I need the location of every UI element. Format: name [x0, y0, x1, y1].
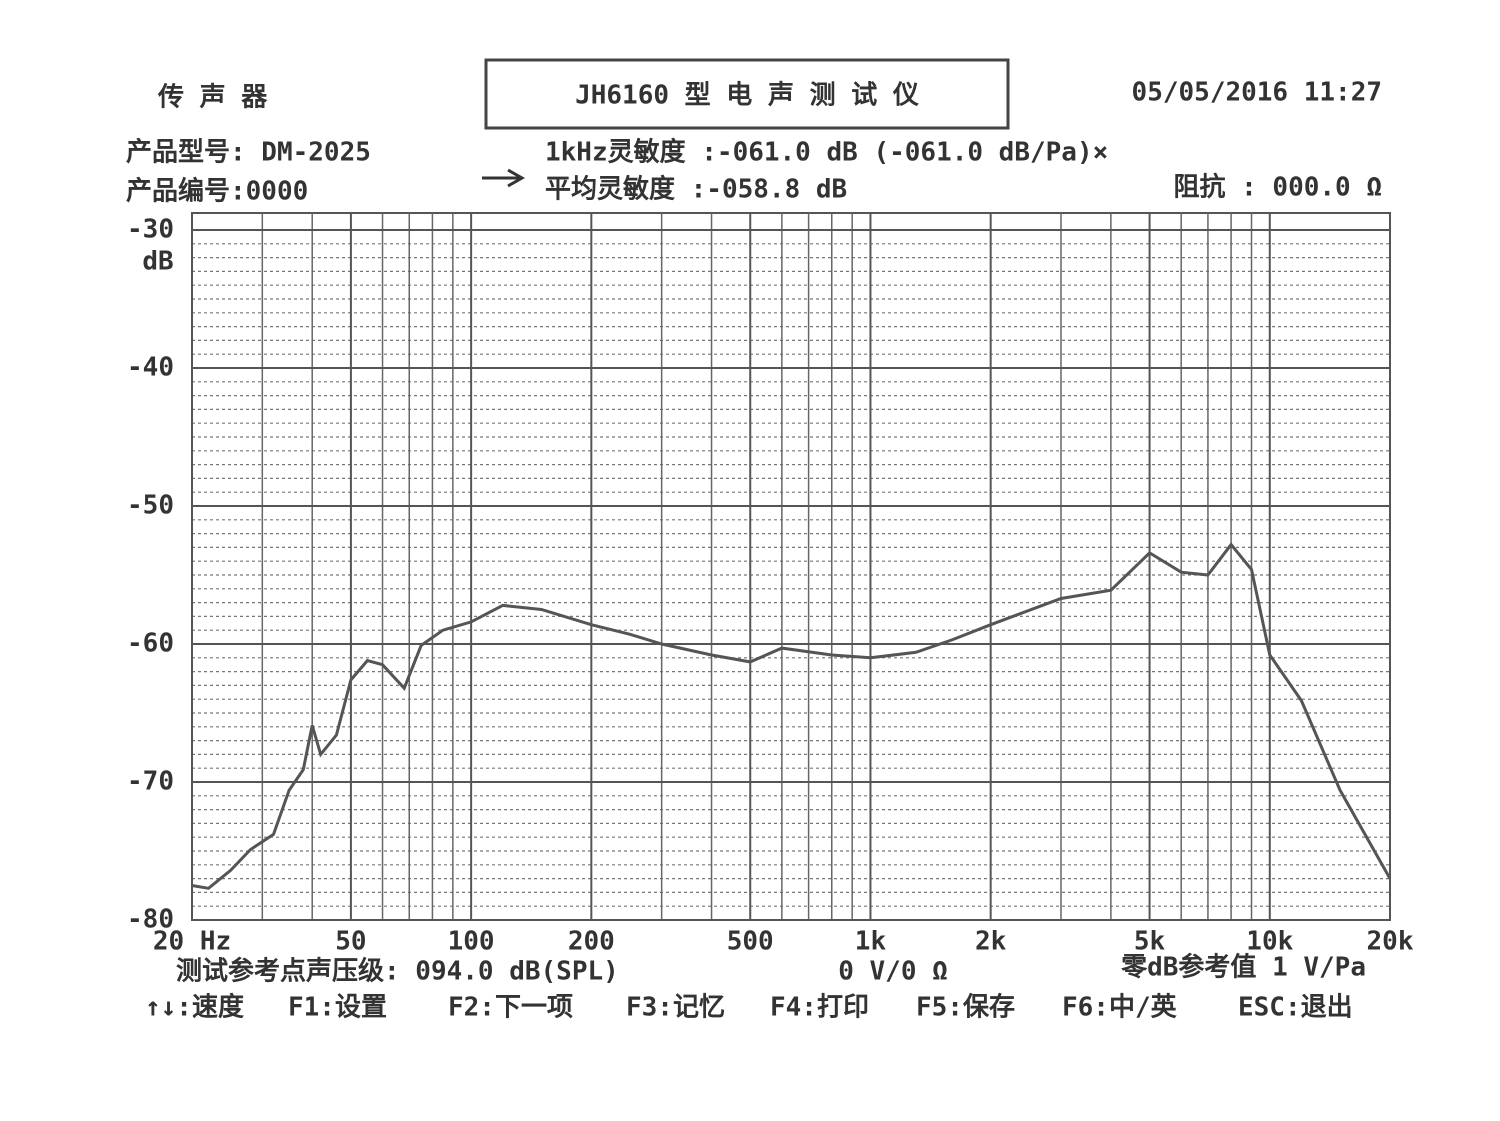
x-tick-label: 200 — [568, 927, 615, 957]
plot-frame — [191, 212, 1391, 921]
y-tick-label: -50 — [127, 491, 174, 521]
x-tick-label: 5k — [1134, 927, 1166, 957]
function-key: ESC:退出 — [1238, 993, 1353, 1023]
y-tick-label: -80 — [127, 905, 174, 935]
title-box — [484, 58, 1010, 130]
impedance: 阻抗 : 000.0 Ω — [1173, 172, 1382, 203]
ref-spl: 测试参考点声压级: 094.0 dB(SPL) — [176, 956, 619, 987]
y-tick-label: -40 — [127, 353, 174, 383]
sensitivity-avg: 平均灵敏度 :-058.8 dB — [545, 174, 847, 205]
x-tick-label: 10k — [1246, 927, 1293, 957]
function-key: F1:设置 — [288, 993, 387, 1023]
x-tick-label: 100 — [448, 927, 495, 957]
arrow — [482, 168, 526, 188]
y-tick-label: -60 — [127, 629, 174, 659]
y-unit: dB — [142, 247, 173, 277]
x-tick-label: 2k — [975, 927, 1007, 957]
function-key: F4:打印 — [770, 993, 869, 1023]
serial: 产品编号:0000 — [126, 176, 308, 207]
db-ref: 零dB参考值 1 V/Pa — [1121, 952, 1366, 983]
sensitivity-1k: 1kHz灵敏度 :-061.0 dB (-061.0 dB/Pa)× — [545, 137, 1108, 168]
x-tick-label: 20 Hz — [153, 927, 231, 957]
model: 产品型号: DM-2025 — [126, 138, 371, 168]
chart-title: JH6160 型 电 声 测 试 仪 — [575, 81, 920, 111]
function-key: ↑↓:速度 — [145, 992, 244, 1023]
x-tick-label: 500 — [727, 927, 774, 957]
function-key: F2:下一项 — [448, 993, 573, 1023]
function-key: F5:保存 — [916, 993, 1015, 1023]
function-key: F6:中/英 — [1062, 993, 1178, 1023]
response-line — [191, 542, 1392, 890]
device-type: 传 声 器 — [157, 83, 268, 113]
x-tick-label: 1k — [855, 927, 887, 957]
x-tick-label: 50 — [335, 927, 366, 957]
zero-ref: 0 V/0 Ω — [838, 957, 948, 987]
function-key: F3:记忆 — [626, 993, 725, 1023]
x-tick-label: 20k — [1367, 927, 1414, 957]
datetime: 05/05/2016 11:27 — [1132, 78, 1382, 108]
y-tick-label: -70 — [127, 767, 174, 797]
y-tick-label: -30 — [127, 215, 174, 245]
